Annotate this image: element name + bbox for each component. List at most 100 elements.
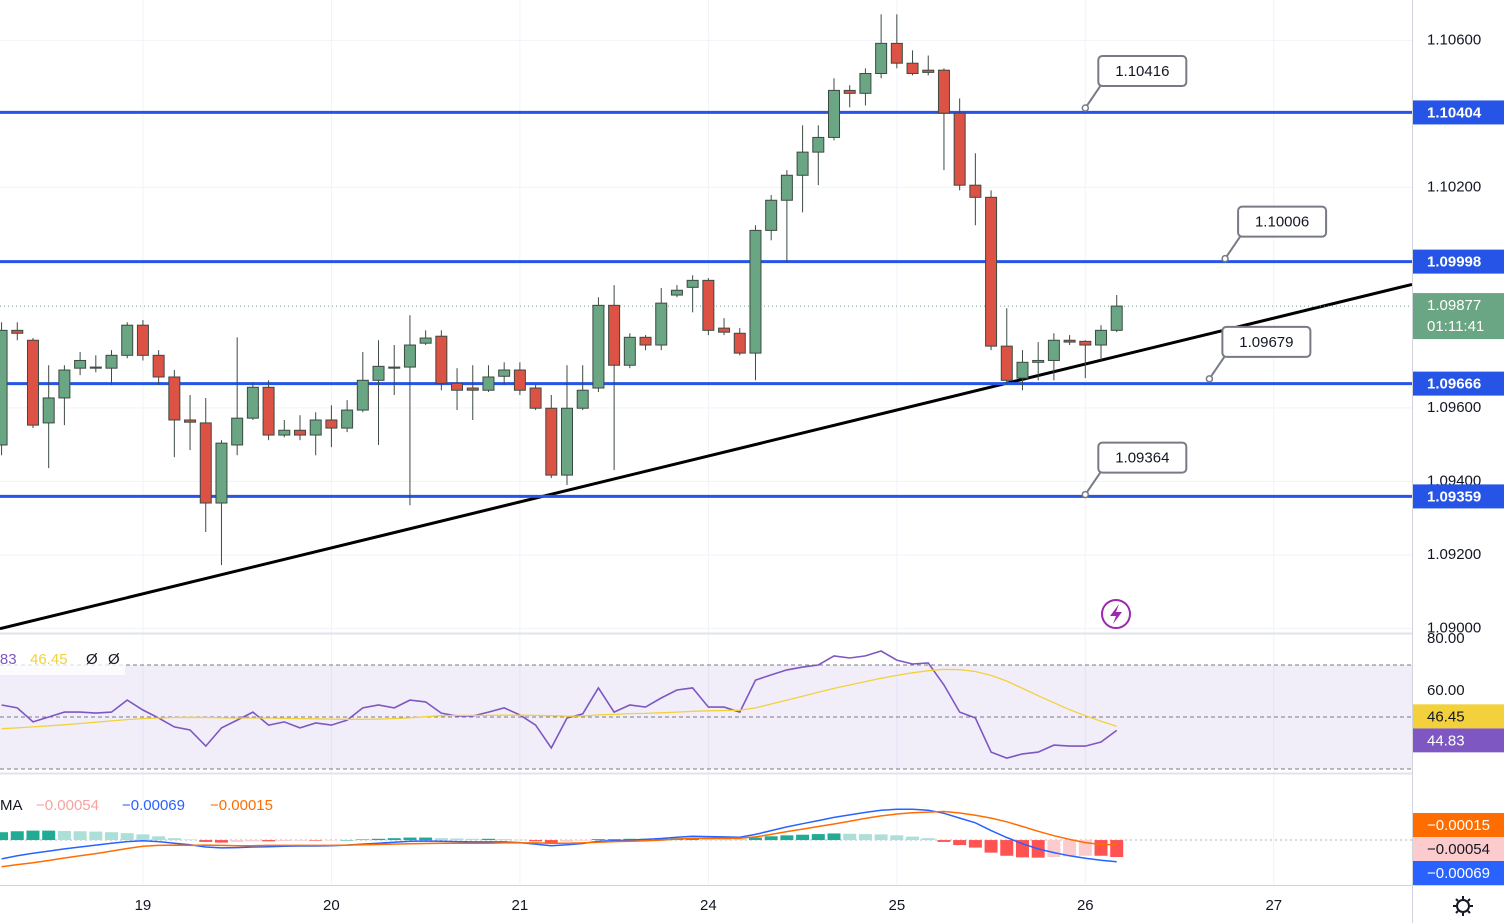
macd-legend-name: MA xyxy=(0,797,23,814)
callout-anchor xyxy=(1221,254,1229,263)
callout-label: 1.10006 xyxy=(1255,214,1309,231)
candle-body xyxy=(686,279,699,288)
candle-body xyxy=(105,354,118,369)
alert-icon[interactable] xyxy=(1101,599,1131,629)
candle-body xyxy=(231,417,244,446)
macd-legend-value: −0.00069 xyxy=(122,797,185,814)
x-tick-label: 27 xyxy=(1265,897,1282,914)
gear-teeth[interactable] xyxy=(1453,896,1473,916)
histogram-bar xyxy=(686,838,700,841)
histogram-bar xyxy=(796,834,810,841)
x-tick-label: 26 xyxy=(1077,897,1094,914)
y-tick-label: 1.10200 xyxy=(1427,178,1481,195)
histogram-bar xyxy=(968,840,982,848)
callout-leader xyxy=(1084,85,1102,109)
callout-label: 1.09679 xyxy=(1239,334,1293,351)
candle-body xyxy=(184,419,197,423)
candle-body xyxy=(529,387,542,409)
histogram-bar xyxy=(953,840,967,846)
x-tick-label: 24 xyxy=(700,897,717,914)
rsi-value-label: 46.45 xyxy=(1427,708,1465,725)
candle-body xyxy=(1063,339,1076,343)
histogram-bar xyxy=(466,838,480,841)
histogram-bar xyxy=(497,839,511,841)
histogram-bar xyxy=(513,839,527,841)
candle-body xyxy=(969,184,982,198)
candle-body xyxy=(890,42,903,64)
x-tick-label: 20 xyxy=(323,897,340,914)
y-tick-label: 60.00 xyxy=(1427,682,1465,699)
histogram-bar xyxy=(1063,840,1077,857)
candle-body xyxy=(356,379,369,411)
histogram-bar xyxy=(1110,840,1124,858)
macd-value-label: −0.00015 xyxy=(1427,817,1490,834)
candle-body xyxy=(341,409,354,429)
candle-body xyxy=(875,42,888,74)
gear-ring[interactable] xyxy=(1456,899,1470,913)
candle-body xyxy=(670,289,683,296)
candle-body xyxy=(796,151,809,176)
alert-bolt[interactable] xyxy=(1110,604,1122,624)
candle-body xyxy=(26,339,39,426)
candle-body xyxy=(702,279,715,331)
rsi-line xyxy=(1,668,1117,730)
histogram-bar xyxy=(701,838,715,841)
candle-body xyxy=(1000,345,1013,381)
histogram-bar xyxy=(937,840,951,842)
histogram-bar xyxy=(324,840,338,841)
candle-body xyxy=(11,329,24,334)
callout-leader xyxy=(1224,236,1241,260)
histogram-bar xyxy=(246,840,260,842)
histogram-bar xyxy=(843,833,857,841)
settings-icon[interactable] xyxy=(1453,896,1473,916)
candle-body xyxy=(215,442,228,504)
candle-body xyxy=(482,376,495,391)
histogram-bar xyxy=(984,840,998,853)
histogram-bar xyxy=(230,840,244,842)
histogram-bar xyxy=(906,836,920,841)
candle-body xyxy=(1079,340,1092,346)
candle-body xyxy=(733,332,746,354)
level-label: 1.10404 xyxy=(1427,104,1482,121)
rsi-legend-mark: Ø xyxy=(108,651,120,668)
candle-body xyxy=(1016,361,1029,379)
callout-leader xyxy=(1084,472,1102,496)
candle-body xyxy=(168,376,181,421)
level-label-bg xyxy=(1413,100,1504,125)
histogram-bar xyxy=(654,838,668,841)
level-label: 1.09666 xyxy=(1427,376,1481,393)
histogram-bar xyxy=(434,838,448,841)
candle-body xyxy=(843,89,856,94)
histogram-bar xyxy=(214,840,228,843)
level-label-bg xyxy=(1413,371,1504,396)
marks xyxy=(0,14,1413,868)
histogram-bar xyxy=(733,839,747,841)
candle-body xyxy=(435,335,448,384)
histogram-bar xyxy=(57,830,71,841)
candle-body xyxy=(985,196,998,347)
rsi-legend-bg xyxy=(0,645,125,675)
callout-box xyxy=(1221,325,1312,358)
histogram-bar xyxy=(73,831,87,841)
candle-body xyxy=(639,336,652,346)
candle-body xyxy=(1110,305,1123,331)
y-tick-label: 1.09200 xyxy=(1427,546,1481,563)
rsi-legend-value: 44.83 xyxy=(0,651,17,668)
candle-body xyxy=(922,69,935,73)
trend-line xyxy=(0,282,1413,631)
rsi-line xyxy=(1,650,1118,759)
level-label-bg xyxy=(1413,249,1504,274)
candle-body xyxy=(42,397,55,424)
histogram-bar xyxy=(780,835,794,841)
macd-value-label: −0.00069 xyxy=(1427,865,1490,882)
histogram-bar xyxy=(403,837,417,841)
macd-legend-value: −0.00054 xyxy=(36,797,99,814)
histogram-bar xyxy=(764,836,778,841)
level-label: 1.09998 xyxy=(1427,254,1481,271)
overlay: 19 20 21 24 25 26 271.106001.102001.096001.094… xyxy=(0,31,1504,914)
histogram-bar xyxy=(89,831,103,841)
macd-value-label: −0.00054 xyxy=(1427,841,1490,858)
histogram-bar xyxy=(277,840,291,841)
macd-legend-value: −0.00015 xyxy=(210,797,273,814)
